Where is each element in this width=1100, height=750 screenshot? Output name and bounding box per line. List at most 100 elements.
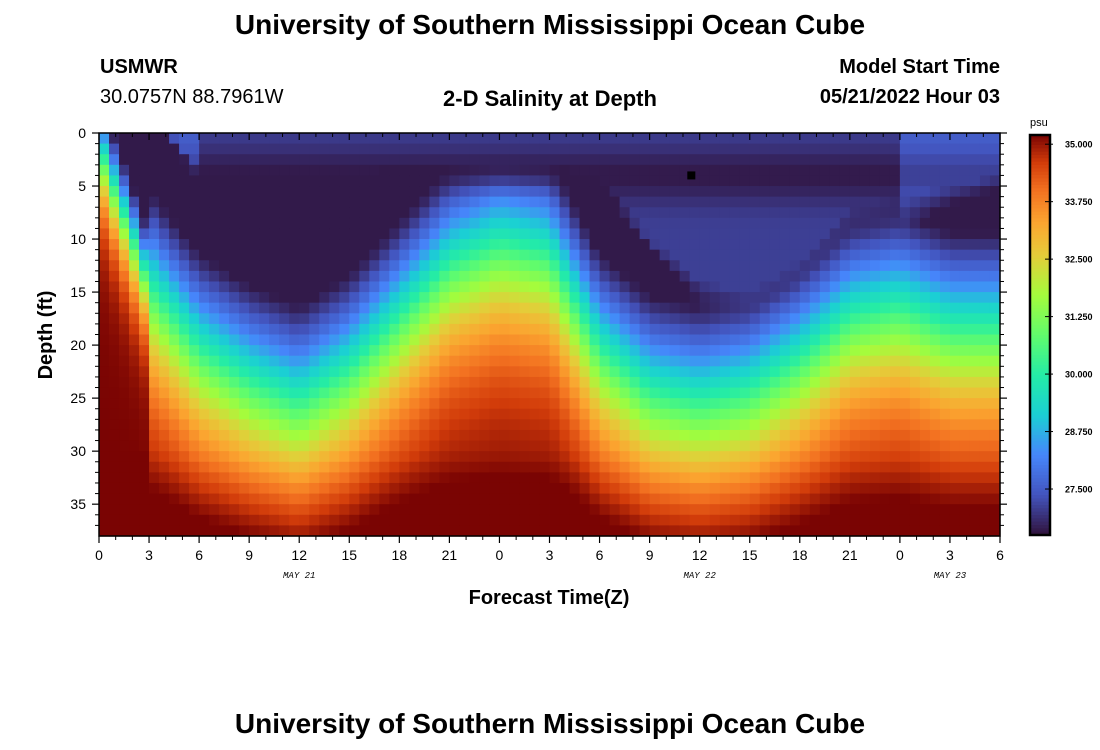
heatmap-cell (519, 493, 531, 505)
heatmap-cell (929, 207, 941, 219)
heatmap-cell (399, 366, 410, 378)
heatmap-cell (529, 398, 541, 410)
heatmap-cell (439, 493, 450, 505)
heatmap-cell (349, 408, 360, 420)
heatmap-cell (479, 175, 491, 187)
heatmap-cell (739, 313, 751, 325)
heatmap-cell (859, 398, 871, 410)
heatmap-cell (609, 398, 621, 410)
heatmap-cell (759, 514, 771, 526)
heatmap-cell (769, 398, 781, 410)
heatmap-cell (289, 440, 300, 452)
heatmap-cell (509, 419, 521, 431)
heatmap-cell (199, 429, 210, 442)
heatmap-cell (129, 133, 140, 145)
heatmap-cell (809, 461, 821, 473)
heatmap-cell (249, 239, 260, 251)
heatmap-cell (509, 461, 521, 473)
heatmap-cell (169, 461, 180, 473)
heatmap-cell (469, 482, 481, 495)
heatmap-cell (909, 451, 921, 463)
heatmap-cell (749, 186, 761, 198)
heatmap-cell (789, 504, 801, 516)
heatmap-cell (259, 440, 270, 452)
heatmap-cell (609, 504, 621, 516)
colorbar-segment (1030, 445, 1050, 449)
heatmap-cell (639, 451, 651, 463)
heatmap-cell (629, 366, 641, 378)
heatmap-cell (299, 429, 310, 442)
heatmap-cell (889, 366, 901, 378)
heatmap-cell (689, 408, 701, 420)
heatmap-cell (819, 366, 831, 378)
heatmap-cell (749, 408, 761, 420)
heatmap-cell (619, 334, 631, 346)
heatmap-cell (419, 154, 430, 166)
heatmap-cell (719, 451, 731, 463)
heatmap-cell (679, 239, 691, 251)
colorbar-segment (1030, 518, 1050, 523)
heatmap-cell (639, 525, 651, 537)
heatmap-cell (619, 482, 631, 495)
heatmap-cell (829, 313, 841, 325)
heatmap-cell (819, 292, 831, 304)
heatmap-cell (559, 398, 571, 410)
heatmap-cell (279, 398, 290, 410)
heatmap-cell (679, 334, 691, 346)
heatmap-cell (609, 186, 621, 198)
heatmap-cell (189, 461, 200, 473)
heatmap-cell (259, 302, 270, 314)
heatmap-cell (329, 207, 340, 219)
heatmap-cell (419, 228, 430, 240)
heatmap-cell (689, 228, 701, 240)
heatmap-cell (389, 514, 400, 526)
heatmap-cell (689, 260, 701, 272)
heatmap-cell (219, 514, 230, 526)
heatmap-cell (379, 196, 390, 208)
heatmap-cell (379, 133, 390, 145)
heatmap-cell (219, 440, 230, 452)
heatmap-cell (409, 133, 420, 145)
heatmap-cell (529, 207, 541, 219)
heatmap-cell (289, 270, 300, 283)
heatmap-cell (899, 228, 911, 240)
heatmap-cell (659, 387, 671, 399)
heatmap-cell (569, 196, 581, 208)
heatmap-cell (499, 292, 511, 304)
heatmap-cell (709, 281, 721, 293)
heatmap-cell (559, 249, 571, 261)
heatmap-cell (789, 525, 801, 537)
heatmap-cell (579, 133, 591, 145)
heatmap-cell (449, 493, 460, 505)
heatmap-cell (589, 270, 601, 283)
heatmap-cell (339, 143, 350, 155)
heatmap-cell (719, 249, 731, 261)
heatmap-cell (179, 239, 190, 251)
heatmap-cell (569, 323, 581, 336)
heatmap-cell (669, 186, 681, 198)
heatmap-cell (529, 302, 541, 314)
heatmap-cell (239, 292, 250, 304)
heatmap-cell (309, 334, 320, 346)
heatmap-cell (549, 164, 561, 177)
heatmap-cell (99, 323, 110, 336)
heatmap-cell (219, 133, 230, 145)
heatmap-cell (319, 281, 330, 293)
heatmap-cell (849, 366, 861, 378)
heatmap-cell (459, 482, 471, 495)
heatmap-cell (489, 355, 501, 367)
heatmap-cell (369, 334, 380, 346)
heatmap-cell (379, 376, 390, 389)
heatmap-cell (469, 196, 481, 208)
heatmap-cell (319, 355, 330, 367)
heatmap-cell (359, 239, 370, 251)
heatmap-cell (879, 429, 891, 442)
heatmap-cell (129, 525, 140, 537)
heatmap-cell (789, 461, 801, 473)
heatmap-cell (639, 514, 651, 526)
heatmap-cell (409, 323, 420, 336)
heatmap-cell (699, 493, 711, 505)
heatmap-cell (469, 323, 481, 336)
heatmap-cell (989, 355, 1001, 367)
heatmap-cell (559, 323, 571, 336)
